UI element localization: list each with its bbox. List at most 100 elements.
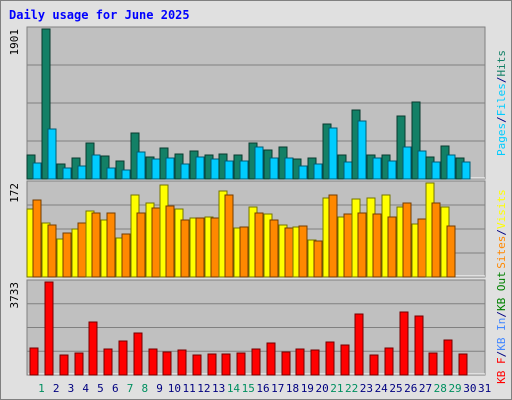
bar-sites-day-29 <box>446 225 456 278</box>
bar-files-day-18 <box>284 157 294 180</box>
bar-files-day-5 <box>91 154 101 180</box>
legend-entry: Hits <box>495 50 508 77</box>
bar-files-day-23 <box>357 120 367 180</box>
day-label-11: 11 <box>183 382 196 395</box>
legend-entry: KB F <box>495 357 508 384</box>
bar-files-day-24 <box>372 157 382 180</box>
bar-kb-f-day-27 <box>414 315 424 376</box>
bar-kb-f-day-4 <box>74 352 84 376</box>
day-label-4: 4 <box>82 382 89 395</box>
bar-kb-f-day-29 <box>443 339 453 376</box>
bar-kb-f-day-28 <box>428 352 438 376</box>
bar-kb-f-day-2 <box>44 281 54 376</box>
bar-kb-f-day-9 <box>148 348 158 376</box>
y-max-label: 172 <box>8 183 21 203</box>
bar-files-day-21 <box>328 127 338 180</box>
bar-kb-f-day-15 <box>236 352 246 376</box>
bar-sites-day-13 <box>210 217 220 278</box>
bar-sites-day-3 <box>62 232 72 278</box>
day-label-17: 17 <box>271 382 284 395</box>
bar-sites-day-14 <box>224 194 234 278</box>
bar-files-day-16 <box>254 146 264 180</box>
bar-kb-f-day-25 <box>384 347 394 376</box>
bar-sites-day-6 <box>106 212 116 278</box>
bar-files-day-3 <box>62 167 72 180</box>
bar-files-day-29 <box>446 154 456 180</box>
day-label-31: 31 <box>478 382 491 395</box>
bar-kb-f-day-11 <box>177 349 187 376</box>
bar-kb-f-day-18 <box>281 351 291 376</box>
day-label-21: 21 <box>330 382 343 395</box>
day-label-14: 14 <box>227 382 241 395</box>
day-label-22: 22 <box>345 382 358 395</box>
bar-files-day-7 <box>121 169 131 180</box>
day-label-7: 7 <box>127 382 134 395</box>
bar-sites-day-9 <box>151 207 161 278</box>
bar-sites-day-7 <box>121 233 131 278</box>
bar-kb-f-day-5 <box>88 321 98 376</box>
series-legend: Pages/Files/Hits <box>495 50 508 156</box>
bar-files-day-6 <box>106 167 116 180</box>
day-label-24: 24 <box>375 382 389 395</box>
bar-kb-f-day-12 <box>192 354 202 376</box>
bar-files-day-9 <box>151 158 161 180</box>
bar-files-day-15 <box>239 160 249 180</box>
day-label-5: 5 <box>97 382 104 395</box>
bar-kb-f-day-26 <box>399 311 409 376</box>
series-legend: Sites/Visits <box>495 189 508 269</box>
bar-files-day-26 <box>402 146 412 180</box>
day-label-25: 25 <box>389 382 402 395</box>
legend-entry: Visits <box>495 189 508 229</box>
bar-sites-day-8 <box>136 212 146 278</box>
day-label-2: 2 <box>53 382 60 395</box>
bar-sites-day-26 <box>402 202 412 278</box>
legend-entry: Sites <box>495 236 508 269</box>
bar-files-day-1 <box>32 162 42 180</box>
legend-entry: KB In <box>495 318 508 351</box>
bar-files-day-28 <box>431 161 441 180</box>
bar-kb-f-day-10 <box>162 351 172 376</box>
bar-files-day-27 <box>417 150 427 180</box>
chart-title: Daily usage for June 2025 <box>9 8 190 22</box>
day-label-19: 19 <box>301 382 314 395</box>
bar-kb-f-day-16 <box>251 348 261 376</box>
bar-sites-day-1 <box>32 199 42 278</box>
chart-panel-visits-sites: 172 Sites/Visits <box>8 180 508 278</box>
bar-sites-day-27 <box>417 218 427 278</box>
bar-sites-day-16 <box>254 212 264 278</box>
day-label-29: 29 <box>448 382 461 395</box>
bar-files-day-12 <box>195 156 205 180</box>
day-label-20: 20 <box>315 382 328 395</box>
day-label-28: 28 <box>434 382 447 395</box>
bar-kb-f-day-8 <box>133 332 143 376</box>
bar-files-day-11 <box>180 163 190 180</box>
bar-kb-f-day-17 <box>266 342 276 376</box>
bar-kb-f-day-21 <box>325 341 335 376</box>
bar-files-day-22 <box>343 161 353 180</box>
day-label-6: 6 <box>112 382 119 395</box>
day-label-12: 12 <box>197 382 210 395</box>
x-axis-day-labels: 1 2 3 4 5 6 7 8 9 10 11 12 13 14 15 16 17 18 19 20 21 22 23 24 2… <box>38 382 491 395</box>
legend-entry: / <box>495 116 508 123</box>
bar-sites-day-5 <box>91 212 101 278</box>
legend-entry: / <box>495 311 508 318</box>
bar-sites-day-11 <box>180 219 190 278</box>
bar-files-day-20 <box>313 163 323 180</box>
legend-entry: / <box>495 229 508 236</box>
day-label-8: 8 <box>141 382 148 395</box>
series-legend: KB F/KB In/KB Out <box>495 271 508 384</box>
bar-sites-day-19 <box>298 225 308 278</box>
legend-entry: / <box>495 77 508 84</box>
bar-sites-day-2 <box>47 224 57 278</box>
bar-files-day-4 <box>77 165 87 180</box>
day-label-26: 26 <box>404 382 417 395</box>
bar-files-day-30 <box>461 161 471 180</box>
day-label-10: 10 <box>168 382 181 395</box>
legend-entry: Pages <box>495 123 508 156</box>
day-label-13: 13 <box>212 382 225 395</box>
bar-sites-day-17 <box>269 219 279 278</box>
